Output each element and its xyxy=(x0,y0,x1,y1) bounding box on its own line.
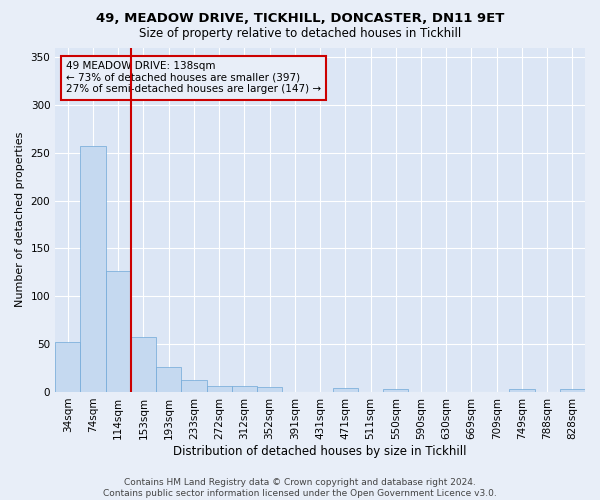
Bar xyxy=(181,380,206,392)
Bar xyxy=(232,386,257,392)
Bar xyxy=(80,146,106,392)
Text: Size of property relative to detached houses in Tickhill: Size of property relative to detached ho… xyxy=(139,28,461,40)
Y-axis label: Number of detached properties: Number of detached properties xyxy=(15,132,25,308)
Bar xyxy=(131,338,156,392)
Bar xyxy=(509,389,535,392)
Text: 49, MEADOW DRIVE, TICKHILL, DONCASTER, DN11 9ET: 49, MEADOW DRIVE, TICKHILL, DONCASTER, D… xyxy=(96,12,504,26)
Bar xyxy=(106,272,131,392)
Bar xyxy=(156,367,181,392)
Bar xyxy=(332,388,358,392)
Bar xyxy=(257,387,282,392)
Bar xyxy=(206,386,232,392)
Bar xyxy=(560,389,585,392)
Text: 49 MEADOW DRIVE: 138sqm
← 73% of detached houses are smaller (397)
27% of semi-d: 49 MEADOW DRIVE: 138sqm ← 73% of detache… xyxy=(66,62,321,94)
X-axis label: Distribution of detached houses by size in Tickhill: Distribution of detached houses by size … xyxy=(173,444,467,458)
Bar xyxy=(55,342,80,392)
Bar xyxy=(383,389,409,392)
Text: Contains HM Land Registry data © Crown copyright and database right 2024.
Contai: Contains HM Land Registry data © Crown c… xyxy=(103,478,497,498)
